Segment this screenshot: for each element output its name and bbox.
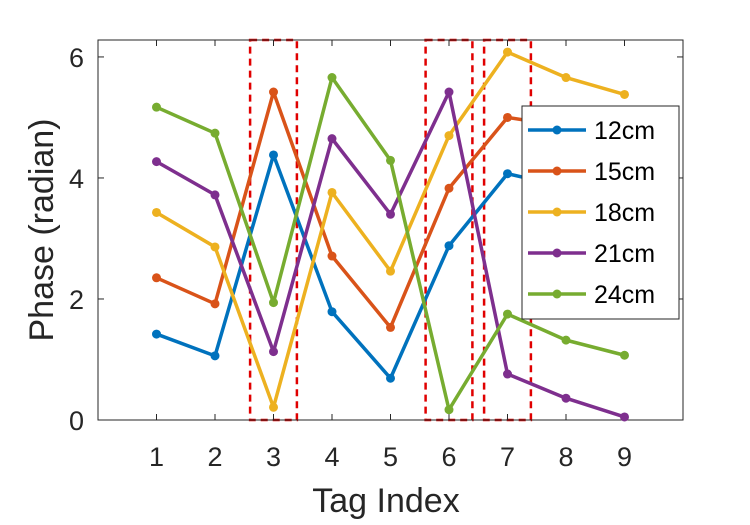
series-12cm-point [152, 329, 161, 339]
legend-label-12cm: 12cm [594, 117, 655, 145]
legend-marker-21cm [552, 248, 562, 258]
series-18cm-point [327, 187, 337, 197]
series-15cm-point [503, 112, 512, 122]
series-12cm-point [386, 373, 395, 383]
y-tick-label: 0 [69, 406, 84, 436]
legend-label-18cm: 18cm [594, 199, 655, 227]
legend-label-21cm: 21cm [594, 240, 655, 268]
series-24cm-point [444, 405, 454, 415]
series-24cm-point [561, 335, 571, 345]
series-24cm-point [386, 155, 395, 165]
series-24cm-point [210, 128, 220, 138]
series-15cm-point [269, 87, 278, 97]
y-tick-label: 4 [69, 164, 84, 194]
x-tick-label: 5 [383, 442, 398, 472]
series-21cm-point [444, 87, 454, 97]
series-lines [152, 47, 629, 422]
series-18cm-point [210, 242, 220, 252]
x-tick-label: 2 [207, 442, 222, 472]
series-21cm-point [561, 393, 571, 403]
series-12cm-point [503, 169, 512, 179]
series-12cm-point [327, 307, 337, 317]
series-12cm-point [269, 150, 278, 160]
series-21cm-point [503, 369, 512, 379]
y-tick-label: 6 [69, 43, 84, 73]
x-tick-label: 6 [441, 442, 456, 472]
series-24cm-point [620, 350, 629, 360]
series-12cm-point [444, 241, 454, 251]
series-15cm-point [327, 251, 337, 261]
legend: 12cm 15cm 18cm 21cm 24cm [521, 105, 680, 320]
series-15cm-point [210, 299, 220, 309]
legend-label-15cm: 15cm [594, 158, 655, 186]
series-15cm-point [386, 322, 395, 332]
series-24cm-point [327, 73, 337, 83]
series-18cm-point [503, 47, 512, 57]
legend-marker-15cm [552, 166, 562, 176]
series-18cm-point [269, 402, 278, 412]
x-tick-label: 3 [266, 442, 281, 472]
x-axis-title: Tag Index [312, 482, 459, 520]
series-24cm-point [503, 309, 512, 319]
series-18cm-point [561, 73, 571, 83]
series-24cm-point [269, 298, 278, 308]
x-tick-label: 4 [324, 442, 339, 472]
series-21cm-point [152, 157, 161, 167]
y-tick-label: 2 [69, 285, 84, 315]
x-tick-label: 1 [149, 442, 164, 472]
series-21cm-point [386, 209, 395, 219]
legend-marker-12cm [552, 125, 562, 135]
series-21cm-point [269, 347, 278, 357]
axes: 1 2 3 4 5 6 7 8 9 0 2 4 6 [69, 39, 684, 472]
series-21cm-point [620, 412, 629, 422]
legend-marker-24cm [552, 289, 562, 299]
series-15cm-point [444, 183, 454, 193]
legend-label-24cm: 24cm [594, 281, 655, 309]
series-15cm-point [152, 273, 161, 283]
series-12cm-point [210, 351, 220, 361]
x-tick-label: 7 [500, 442, 515, 472]
series-21cm-point [210, 190, 220, 200]
series-18cm-point [152, 207, 161, 217]
series-24cm-point [152, 102, 161, 112]
series-18cm-point [444, 131, 454, 141]
x-tick-label: 9 [617, 442, 632, 472]
legend-marker-18cm [552, 207, 562, 217]
series-21cm-point [327, 134, 337, 144]
y-axis-title: Phase (radian) [23, 118, 61, 341]
series-18cm-point [620, 89, 629, 99]
x-tick-label: 8 [558, 442, 573, 472]
series-18cm-point [386, 266, 395, 276]
